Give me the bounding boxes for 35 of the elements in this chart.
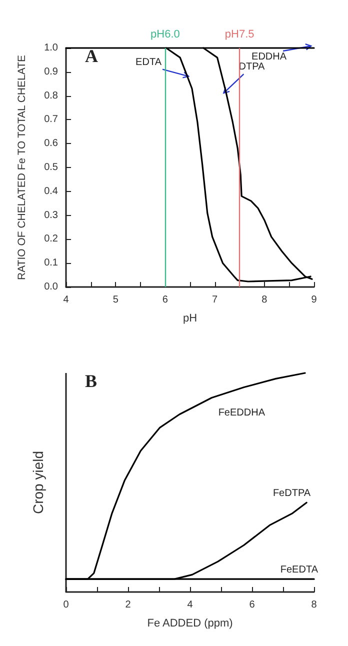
y-tick-label: 0.3 [44, 210, 58, 221]
y-axis-title: Crop yield [30, 450, 46, 514]
y-tick-label: 0.4 [44, 186, 58, 197]
y-axis-title: RATIO OF CHELATED Fe TO TOTAL CHELATE [16, 54, 28, 280]
series-label: FeEDDHA [218, 408, 266, 418]
ref-line-label: pH7.5 [224, 28, 254, 40]
annotation: EDTA [136, 56, 162, 68]
y-tick-label: 0.9 [44, 66, 58, 78]
y-tick-label: 0.2 [44, 234, 58, 245]
x-tick-label: 9 [311, 294, 318, 306]
ref-line-label: pH6.0 [150, 28, 180, 40]
chart-title: A [85, 46, 98, 66]
x-tick-label: 6 [162, 294, 168, 306]
series-label: FeDTPA [272, 488, 311, 500]
x-tick-label: 0 [63, 600, 70, 610]
x-tick-label: 7 [212, 294, 218, 306]
x-tick-label: 4 [187, 600, 194, 610]
y-tick-label: 0.5 [44, 162, 58, 173]
y-tick-label: 0.7 [44, 114, 58, 126]
x-tick-label: 6 [249, 600, 256, 610]
y-tick-label: 0.0 [44, 282, 58, 292]
x-tick-label: 4 [63, 294, 70, 306]
x-tick-label: 8 [262, 294, 268, 306]
annotation: EDDHA [252, 52, 287, 62]
y-tick-label: 1.0 [44, 42, 58, 54]
y-tick-label: 0.1 [44, 258, 58, 269]
y-tick-label: 0.8 [44, 90, 58, 102]
series-label: FeEDTA [280, 564, 318, 576]
y-tick-label: 0.6 [44, 138, 58, 150]
x-tick-label: 5 [112, 294, 119, 306]
x-tick-label: 8 [311, 600, 318, 610]
x-tick-label: 2 [125, 600, 132, 610]
x-axis-title: Fe ADDED (ppm) [147, 618, 233, 630]
chart-title: B [85, 371, 98, 391]
x-axis-title: pH [182, 312, 198, 324]
